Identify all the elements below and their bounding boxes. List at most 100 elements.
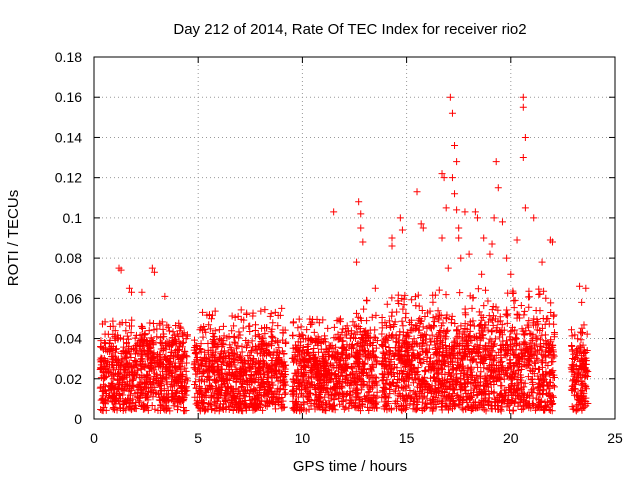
data-point [163, 356, 171, 364]
data-point [129, 372, 137, 380]
data-point [229, 398, 237, 406]
data-point [520, 401, 528, 409]
data-point [247, 348, 255, 356]
data-point [583, 366, 591, 374]
y-tick-label: 0.04 [55, 331, 82, 347]
data-point [205, 321, 213, 329]
data-point [446, 93, 454, 101]
data-point [453, 158, 461, 166]
data-point [417, 383, 425, 391]
data-point [528, 351, 536, 359]
data-point [438, 234, 446, 242]
data-point [178, 339, 186, 347]
data-point [243, 377, 251, 385]
data-point [156, 393, 164, 401]
data-point [204, 350, 212, 358]
data-point [521, 339, 529, 347]
data-point [234, 406, 242, 414]
data-point [245, 322, 253, 330]
data-point [265, 365, 273, 373]
data-point [512, 395, 520, 403]
data-point [518, 363, 526, 371]
data-point [348, 396, 356, 404]
data-point [160, 396, 168, 404]
data-point [330, 208, 338, 216]
data-point [96, 366, 104, 374]
data-point [236, 364, 244, 372]
data-point [223, 362, 231, 370]
data-point [353, 258, 361, 266]
data-point [328, 375, 336, 383]
data-point [481, 321, 489, 329]
data-point [347, 363, 355, 371]
data-point [506, 386, 514, 394]
data-point [466, 321, 474, 329]
data-point [419, 323, 427, 331]
data-point [539, 377, 547, 385]
data-point [521, 307, 529, 315]
data-point [431, 318, 439, 326]
data-point [159, 325, 167, 333]
data-point [162, 374, 170, 382]
data-point [381, 319, 389, 327]
data-point [469, 294, 477, 302]
data-point [569, 362, 577, 370]
data-point [359, 238, 367, 246]
data-point [258, 364, 266, 372]
data-point [438, 380, 446, 388]
data-point [582, 385, 590, 393]
data-point [351, 378, 359, 386]
data-point [257, 382, 265, 390]
data-point [386, 381, 394, 389]
data-point [236, 398, 244, 406]
data-point [511, 398, 519, 406]
data-point [239, 324, 247, 332]
data-point [455, 397, 463, 405]
data-point [461, 208, 469, 216]
data-point [127, 386, 135, 394]
data-point [131, 390, 139, 398]
data-point [538, 381, 546, 389]
data-point [513, 236, 521, 244]
data-point [330, 323, 338, 331]
data-point [274, 377, 282, 385]
data-point [402, 339, 410, 347]
data-point [430, 398, 438, 406]
data-point [249, 406, 257, 414]
data-point [307, 336, 315, 344]
data-point [501, 390, 509, 398]
data-point [356, 328, 364, 336]
data-point [378, 387, 386, 395]
data-point [458, 341, 466, 349]
data-point [249, 355, 257, 363]
data-point [511, 334, 519, 342]
data-point [359, 365, 367, 373]
data-point [111, 334, 119, 342]
data-point [258, 378, 266, 386]
data-point [219, 341, 227, 349]
data-point [332, 343, 340, 351]
data-point [444, 264, 452, 272]
data-point [101, 339, 109, 347]
data-point [101, 339, 109, 347]
data-point [479, 356, 487, 364]
data-point [195, 367, 203, 375]
data-point [457, 370, 465, 378]
data-point [272, 373, 280, 381]
data-point [207, 402, 215, 410]
data-point [297, 323, 305, 331]
data-point [234, 312, 242, 320]
data-point [300, 370, 308, 378]
data-point [579, 403, 587, 411]
data-point [327, 403, 335, 411]
data-point [437, 312, 445, 320]
data-point [433, 360, 441, 368]
data-point [417, 331, 425, 339]
data-point [130, 344, 138, 352]
data-point [388, 308, 396, 316]
data-point [220, 332, 228, 340]
data-point [421, 368, 429, 376]
data-point [414, 291, 422, 299]
data-point [470, 399, 478, 407]
data-point [254, 360, 262, 368]
